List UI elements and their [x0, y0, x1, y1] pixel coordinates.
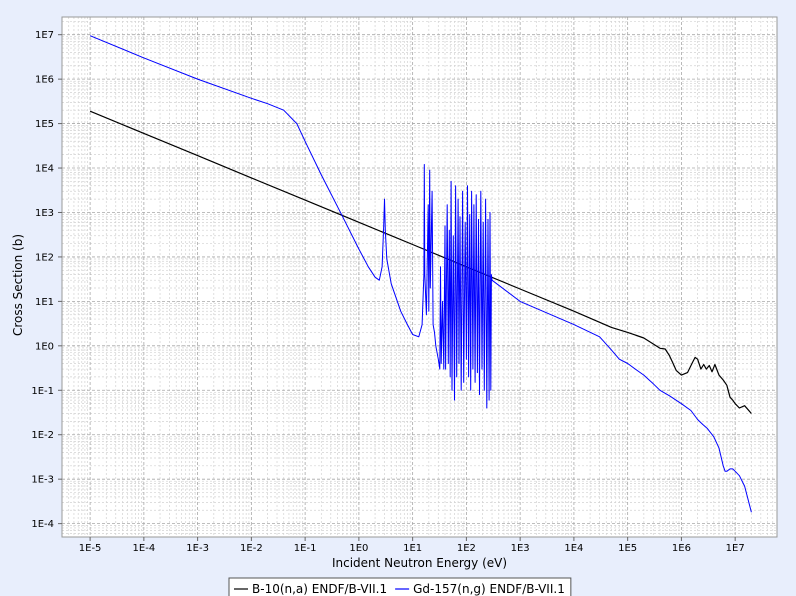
- x-tick-label: 1E5: [618, 543, 637, 554]
- y-tick-label: 1E0: [35, 341, 54, 352]
- y-tick-labels: 1E-4 1E-3 1E-2 1E-1 1E0 1E1 1E2 1E3 1E4 1E5 1E6 1E7: [31, 30, 54, 530]
- x-tick-label: 1E-4: [133, 543, 156, 554]
- y-tick-label: 1E7: [35, 30, 54, 41]
- y-tick-label: 1E-2: [31, 430, 54, 441]
- legend-label: Gd-157(n,g) ENDF/B-VII.1: [413, 582, 565, 596]
- y-tick-label: 1E6: [35, 75, 54, 86]
- series-layer: [89, 35, 752, 513]
- grid-major: [62, 17, 777, 537]
- grid-minor: [62, 17, 777, 537]
- x-tick-label: 1E3: [511, 543, 530, 554]
- y-tick-label: 1E2: [35, 252, 54, 263]
- x-tick-label: 1E-5: [79, 543, 102, 554]
- x-tick-label: 1E4: [564, 543, 583, 554]
- y-tick-label: 1E-3: [31, 475, 54, 486]
- x-tick-label: 1E-2: [240, 543, 263, 554]
- x-tick-label: 1E2: [457, 543, 476, 554]
- x-tick-label: 1E-1: [294, 543, 317, 554]
- legend-label: B-10(n,a) ENDF/B-VII.1: [252, 582, 387, 596]
- series-line-gd157: [89, 35, 752, 513]
- x-tick-label: 1E6: [672, 543, 691, 554]
- plot-border: [61, 16, 778, 538]
- x-tick-label: 1E-3: [186, 543, 209, 554]
- x-tick-label: 1E7: [726, 543, 745, 554]
- x-tick-labels: 1E-5 1E-4 1E-3 1E-2 1E-1 1E0 1E1 1E2 1E3 1E4 1E5 1E…: [79, 543, 745, 554]
- legend-box: [228, 577, 572, 596]
- y-tick-label: 1E5: [35, 119, 54, 130]
- ticks-layer: [58, 34, 736, 541]
- legend: B-10(n,a) ENDF/B-VII.1 Gd-157(n,g) ENDF/B…: [228, 577, 572, 596]
- y-axis-label: Cross Section (b): [11, 234, 25, 336]
- y-tick-label: 1E-1: [31, 386, 54, 397]
- x-axis-label: Incident Neutron Energy (eV): [332, 556, 507, 570]
- y-tick-label: 1E-4: [31, 519, 54, 530]
- x-tick-label: 1E0: [349, 543, 368, 554]
- y-tick-label: 1E1: [35, 297, 54, 308]
- y-tick-label: 1E3: [35, 208, 54, 219]
- y-tick-label: 1E4: [35, 164, 54, 175]
- x-tick-label: 1E1: [403, 543, 422, 554]
